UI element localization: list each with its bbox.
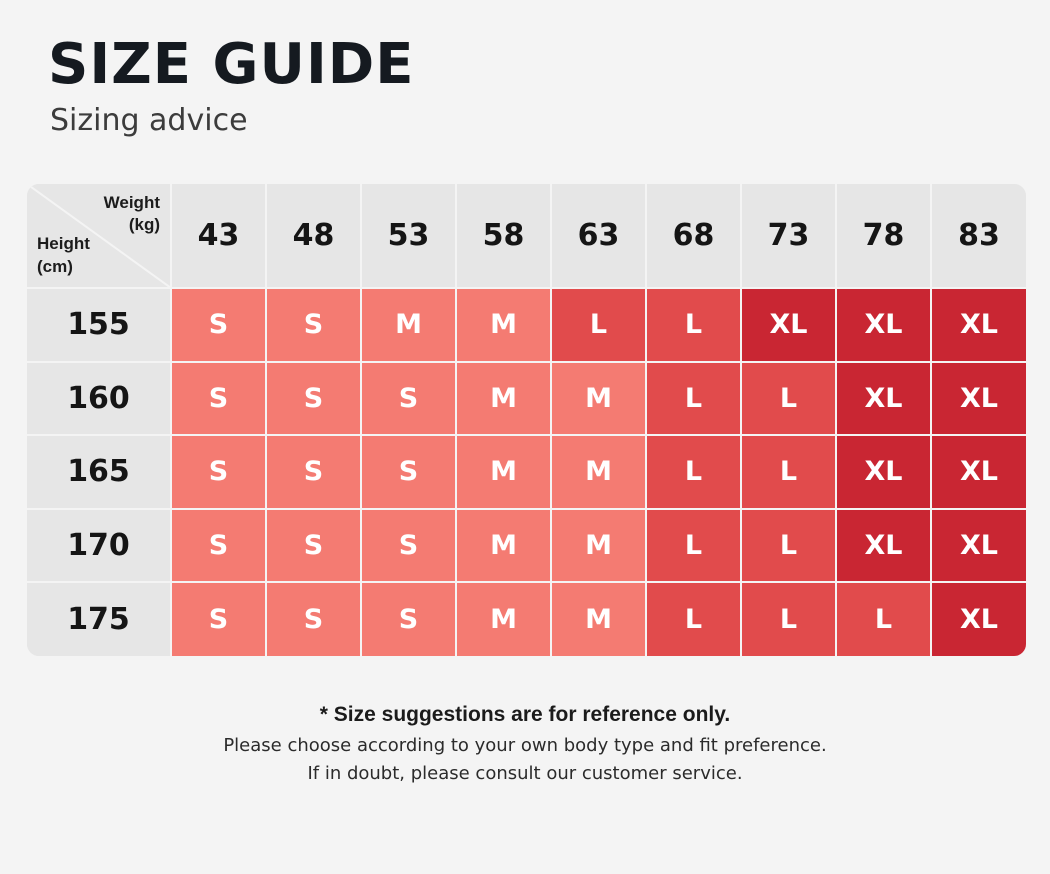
table-row: 170 S S S M M L L XL XL [27,507,1026,584]
size-cell: S [360,581,457,656]
size-cell: M [550,581,647,656]
height-header: 165 [27,434,172,510]
size-cell: M [455,581,552,656]
weight-header-4: 63 [550,184,647,289]
size-cell: XL [930,360,1026,437]
size-cell: M [455,507,552,584]
page-title: SIZE GUIDE [48,32,415,97]
size-cell: S [170,581,267,656]
size-cell: M [455,360,552,437]
size-cell: S [170,434,267,510]
fit-advice-text: Please choose according to your own body… [223,735,827,756]
size-cell: S [360,434,457,510]
size-cell: XL [835,287,932,363]
size-cell: XL [930,287,1026,363]
reference-note: * Size suggestions are for reference onl… [319,703,731,726]
size-cell: S [265,434,362,510]
size-cell: L [645,581,742,656]
size-cell: L [740,434,837,510]
size-cell: XL [930,581,1026,656]
size-cell: L [645,434,742,510]
size-cell: XL [740,287,837,363]
size-cell: S [265,360,362,437]
weight-header-0: 43 [170,184,267,289]
size-chart-table: Weight (kg) Height (cm) 43 48 53 58 63 68 73 78… [27,184,1026,656]
size-cell: S [170,507,267,584]
size-cell: XL [930,434,1026,510]
weight-header-3: 58 [455,184,552,289]
weight-axis-label: Weight (kg) [103,193,160,234]
height-header: 155 [27,287,172,363]
height-axis-label: Height (cm) [37,234,90,276]
size-cell: XL [835,507,932,584]
size-cell: S [360,360,457,437]
customer-service-text: If in doubt, please consult our customer… [307,763,743,784]
size-cell: S [265,581,362,656]
size-cell: L [740,507,837,584]
size-cell: XL [835,360,932,437]
size-cell: S [265,287,362,363]
diagonal-divider [27,184,171,288]
size-cell: L [645,507,742,584]
size-cell: L [645,287,742,363]
table-row: 160 S S S M M L L XL XL [27,360,1026,437]
size-cell: M [550,507,647,584]
table-row: 155 S S M M L L XL XL XL [27,287,1026,363]
size-cell: S [170,287,267,363]
size-cell: M [550,360,647,437]
height-header: 175 [27,581,172,656]
weight-header-7: 78 [835,184,932,289]
weight-header-5: 68 [645,184,742,289]
size-cell: S [265,507,362,584]
size-cell: M [455,434,552,510]
weight-header-6: 73 [740,184,837,289]
height-header: 170 [27,507,172,584]
size-cell: L [550,287,647,363]
weight-header-1: 48 [265,184,362,289]
table-row: 175 S S S M M L L L XL [27,581,1026,656]
corner-header-cell: Weight (kg) Height (cm) [27,184,172,289]
size-cell: L [740,360,837,437]
weight-header-2: 53 [360,184,457,289]
table-row: 165 S S S M M L L XL XL [27,434,1026,510]
size-cell: XL [835,434,932,510]
size-cell: L [645,360,742,437]
size-cell: M [360,287,457,363]
size-cell: M [550,434,647,510]
size-cell: XL [930,507,1026,584]
height-header: 160 [27,360,172,437]
size-cell: S [170,360,267,437]
page-subtitle: Sizing advice [50,103,248,138]
weight-header-8: 83 [930,184,1026,289]
size-cell: L [740,581,837,656]
weight-header-row: Weight (kg) Height (cm) 43 48 53 58 63 68 73 78… [27,184,1026,289]
size-cell: L [835,581,932,656]
size-cell: S [360,507,457,584]
size-cell: M [455,287,552,363]
